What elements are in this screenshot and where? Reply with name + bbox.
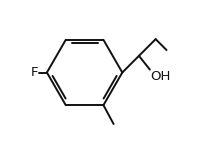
- Text: OH: OH: [151, 70, 171, 83]
- Text: F: F: [31, 66, 38, 79]
